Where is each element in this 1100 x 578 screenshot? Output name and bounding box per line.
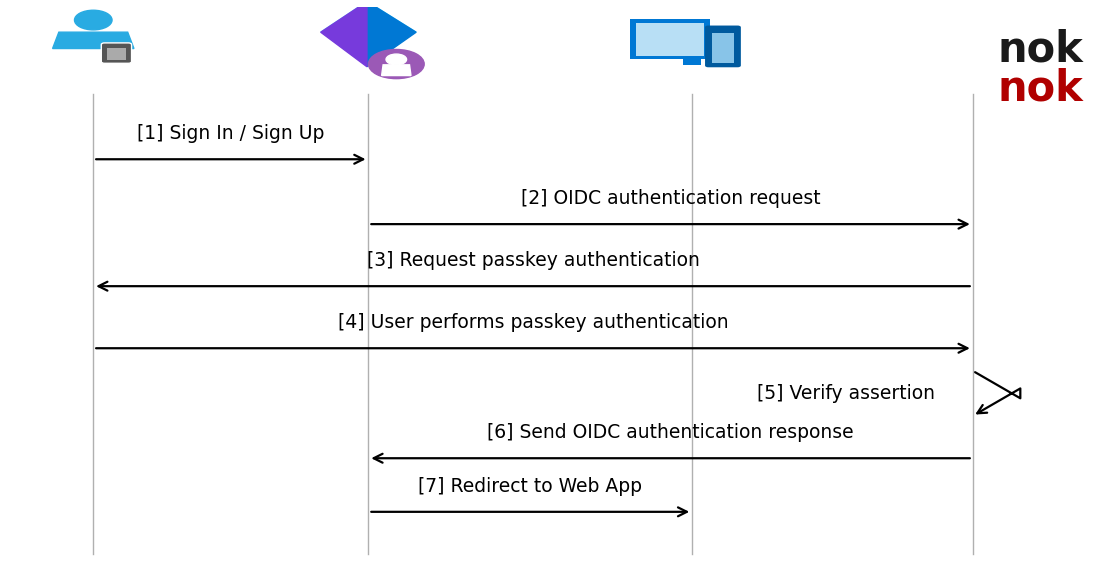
Circle shape	[386, 54, 407, 65]
FancyBboxPatch shape	[705, 25, 741, 67]
Circle shape	[368, 50, 425, 79]
FancyBboxPatch shape	[712, 32, 734, 62]
Text: [7] Redirect to Web App: [7] Redirect to Web App	[418, 477, 642, 496]
FancyBboxPatch shape	[683, 58, 701, 65]
FancyBboxPatch shape	[107, 47, 125, 60]
Text: nok: nok	[998, 68, 1084, 110]
Text: [2] OIDC authentication request: [2] OIDC authentication request	[520, 190, 821, 208]
FancyBboxPatch shape	[637, 23, 704, 55]
Polygon shape	[53, 32, 134, 49]
Text: [4] User performs passkey authentication: [4] User performs passkey authentication	[338, 313, 728, 332]
Text: [3] Request passkey authentication: [3] Request passkey authentication	[366, 251, 700, 271]
Circle shape	[75, 10, 112, 30]
Text: nok: nok	[998, 28, 1084, 71]
Polygon shape	[382, 65, 411, 76]
FancyBboxPatch shape	[101, 43, 132, 64]
Polygon shape	[367, 2, 416, 66]
Text: [6] Send OIDC authentication response: [6] Send OIDC authentication response	[487, 424, 854, 442]
Polygon shape	[321, 2, 367, 66]
FancyBboxPatch shape	[630, 19, 711, 59]
Text: [1] Sign In / Sign Up: [1] Sign In / Sign Up	[138, 124, 324, 143]
Polygon shape	[321, 2, 416, 32]
Text: [5] Verify assertion: [5] Verify assertion	[757, 384, 935, 403]
